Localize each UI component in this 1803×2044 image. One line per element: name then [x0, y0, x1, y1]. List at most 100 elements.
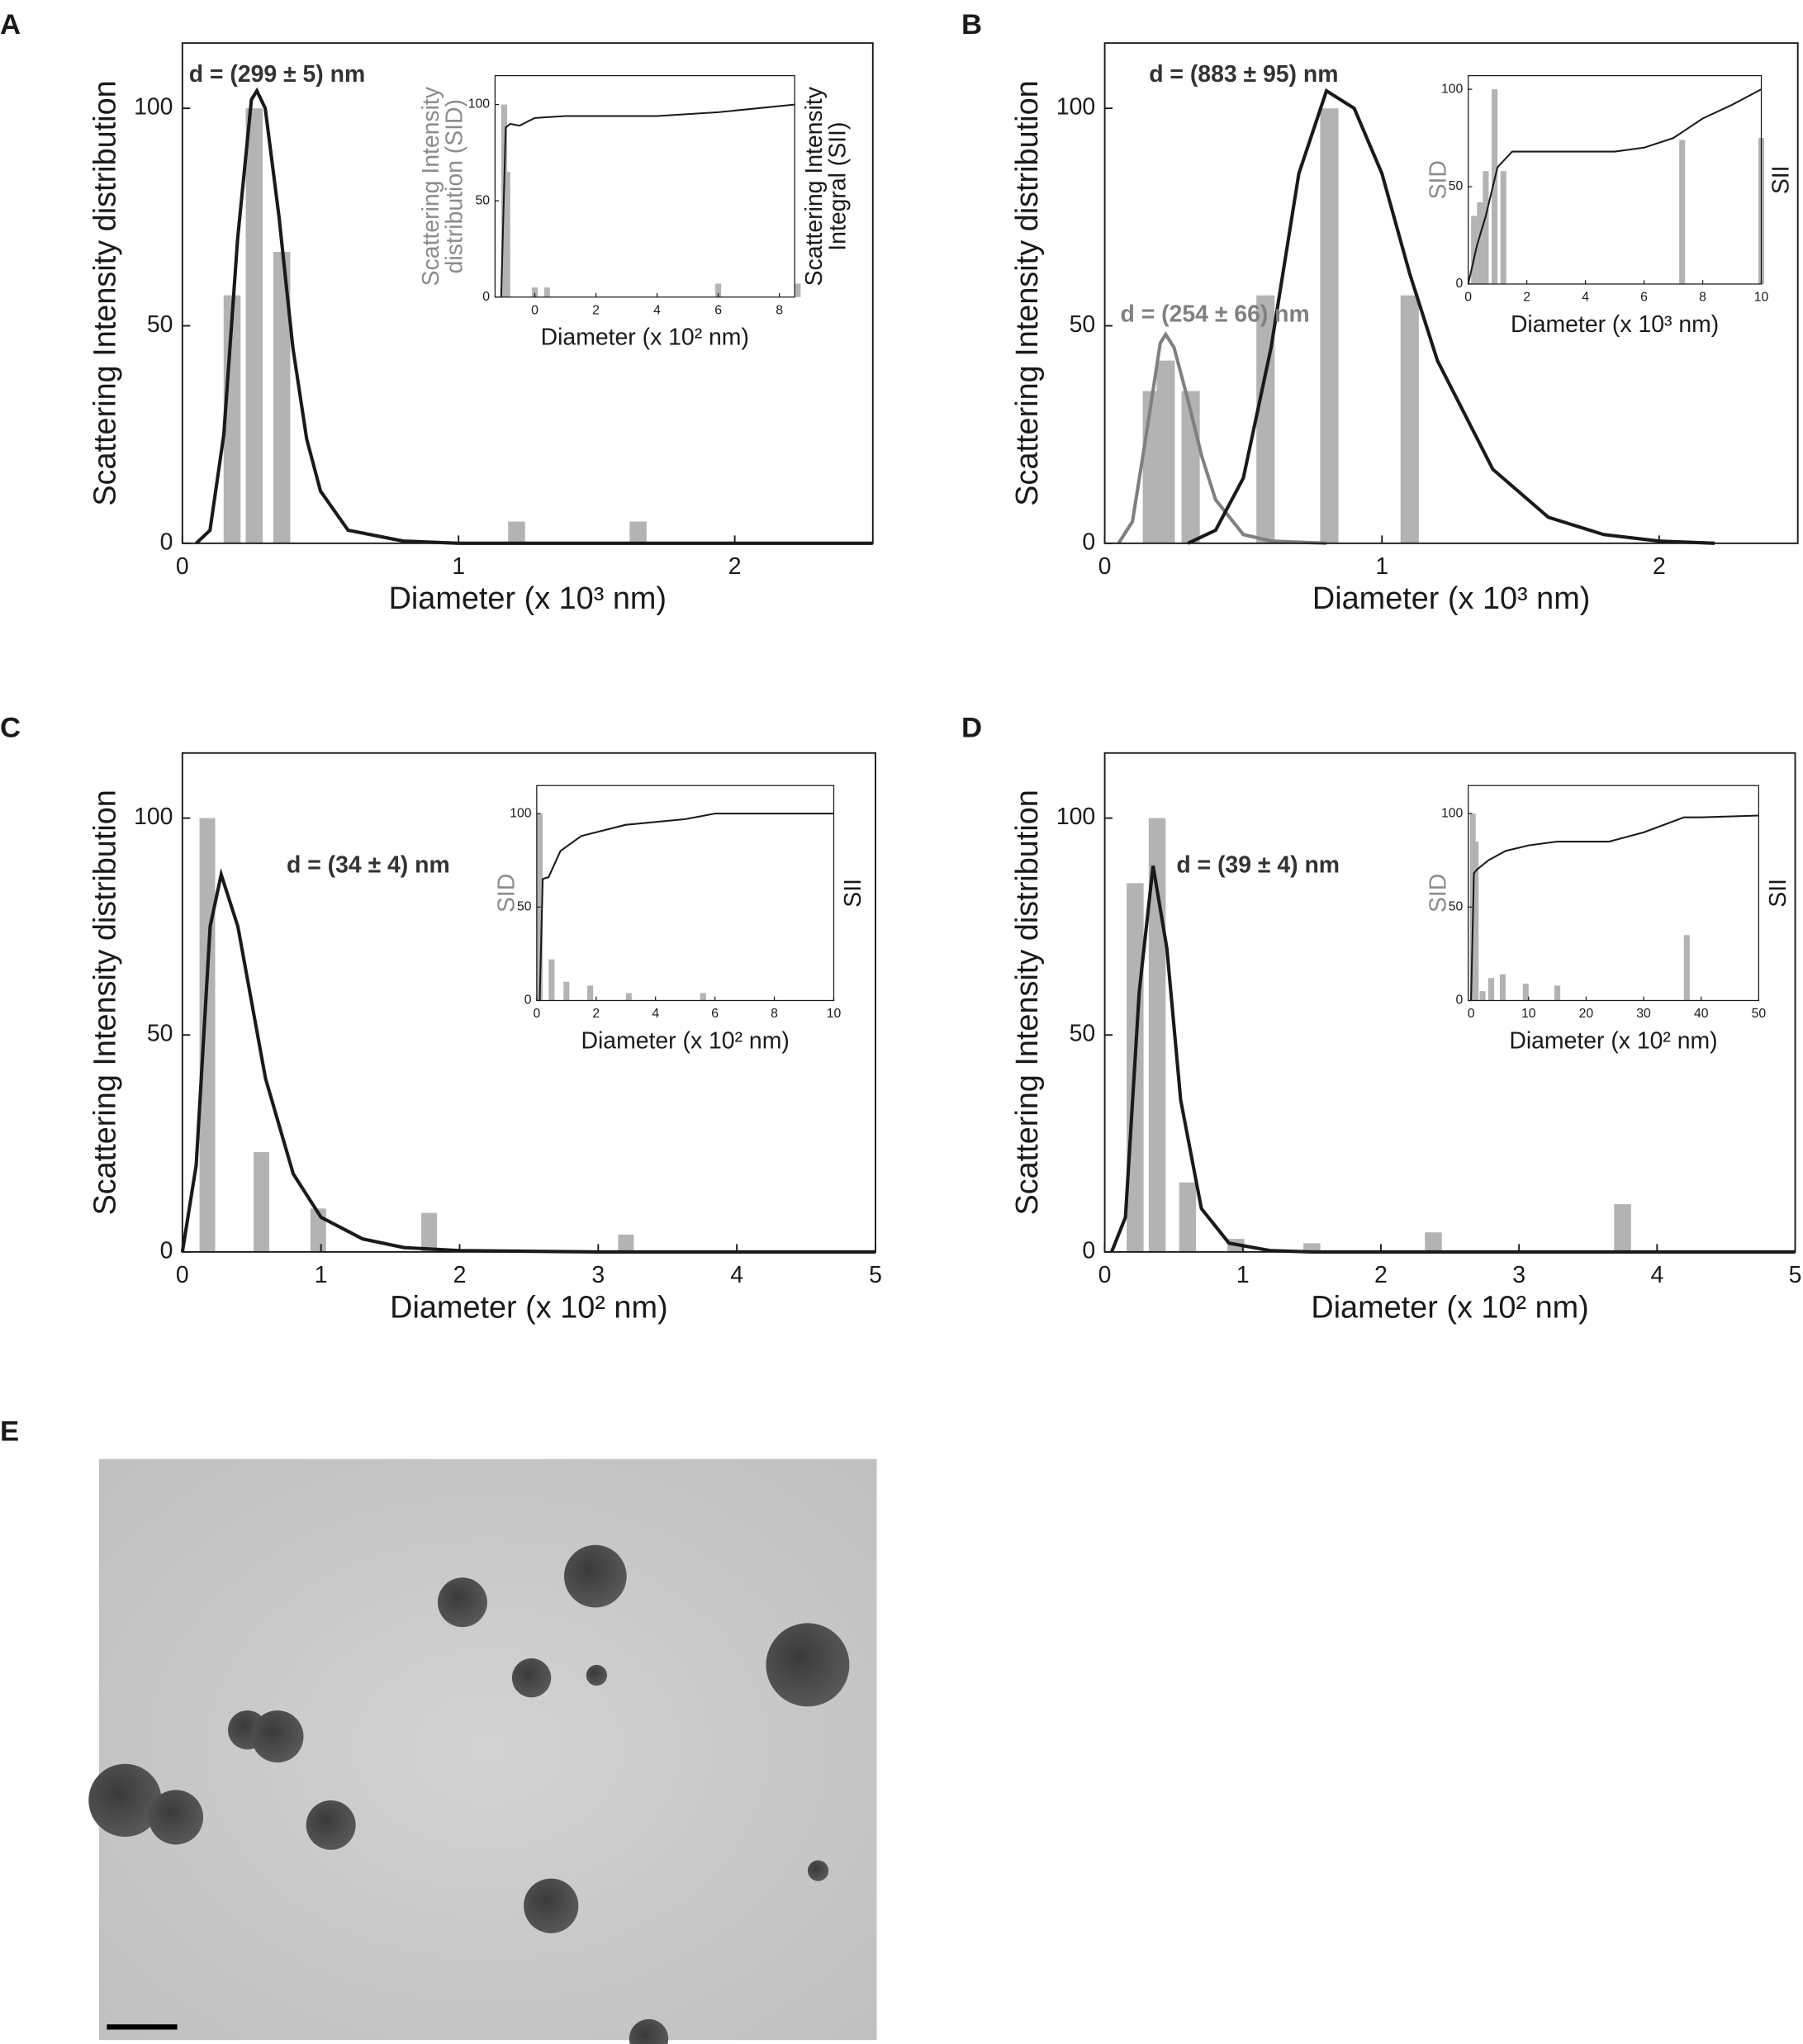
bar — [700, 993, 706, 1001]
bar — [715, 283, 722, 297]
y-axis-label: Scattering Intensity — [418, 86, 444, 286]
x-tick-label: 2 — [728, 553, 742, 580]
particles — [88, 1544, 850, 2044]
panel-letter: B — [961, 9, 982, 40]
bar — [1499, 974, 1506, 1001]
y-tick-label: 0 — [160, 529, 173, 555]
y-tick-label: 50 — [1070, 311, 1096, 338]
y-tick-label: 0 — [524, 994, 532, 1008]
bar — [1483, 171, 1489, 284]
bar — [1614, 1204, 1631, 1252]
annotation: d = (39 ± 4) nm — [1176, 852, 1340, 879]
y-tick-label: 0 — [1456, 994, 1464, 1008]
x-tick-label: 2 — [592, 303, 600, 317]
y2-axis-label: SII — [1765, 879, 1791, 908]
bar — [1492, 89, 1498, 284]
x-axis-label: Diameter (x 10³ nm) — [389, 581, 667, 616]
x-tick-label: 2 — [1653, 553, 1666, 580]
x-tick-label: 2 — [1374, 1262, 1388, 1288]
x-tick-label: 6 — [714, 303, 722, 317]
bar — [1320, 108, 1339, 543]
panel-letter: A — [0, 9, 21, 40]
x-tick-label: 0 — [176, 553, 189, 580]
x-tick-label: 0 — [531, 303, 539, 317]
x-tick-label: 1 — [1375, 553, 1388, 580]
bar — [1425, 1232, 1442, 1252]
x-axis-label: Diameter (x 10² nm) — [541, 325, 749, 351]
x-tick-label: 4 — [1650, 1262, 1663, 1288]
bar — [1679, 140, 1686, 284]
bar — [531, 287, 539, 297]
x-tick-label: 0 — [1464, 291, 1472, 305]
inset: 0 10 20 30 40 50 0 50 100 Diameter (x 10² nm) SID S… — [1425, 785, 1791, 1054]
inset-background — [495, 75, 795, 297]
bar — [795, 283, 801, 297]
annotation: d = (254 ± 66) nm — [1120, 301, 1309, 327]
bar — [1500, 171, 1506, 284]
x-tick-label: 8 — [1699, 291, 1706, 305]
y2-axis-label: Integral (SII) — [824, 122, 851, 251]
x-tick-label: 20 — [1579, 1007, 1594, 1021]
y-tick-label: 50 — [476, 193, 491, 207]
x-tick-label: 4 — [1582, 291, 1589, 305]
y-tick-label: 50 — [1449, 179, 1464, 193]
x-tick-label: 10 — [827, 1007, 842, 1021]
plot-frame — [494, 74, 795, 298]
bar — [1522, 984, 1529, 1001]
y-tick-label: 100 — [510, 806, 532, 820]
x-axis-label: Diameter (x 10² nm) — [1311, 1290, 1588, 1325]
x-tick-label: 8 — [776, 303, 783, 317]
panel: A 0 1 2 0 50 100 Diameter (x 10³ nm) Scattering … — [0, 9, 874, 616]
bar — [548, 959, 555, 1001]
bar — [1487, 978, 1495, 1001]
bar — [543, 287, 550, 297]
y-tick-label: 100 — [1441, 82, 1464, 96]
bar — [273, 251, 291, 543]
inset-background — [536, 785, 834, 1001]
bar — [1473, 842, 1479, 1001]
y2-axis-label: SII — [1767, 165, 1794, 194]
fit-curve — [1187, 88, 1715, 545]
x-tick-label: 4 — [653, 303, 661, 317]
x-tick-label: 3 — [591, 1262, 605, 1288]
y-axis-label: distribution (SID) — [442, 99, 468, 273]
annotation: d = (299 ± 5) nm — [189, 61, 365, 88]
x-tick-label: 6 — [711, 1007, 719, 1021]
y-tick-label: 50 — [147, 1021, 173, 1047]
bar — [625, 993, 632, 1001]
y-tick-label: 0 — [1456, 277, 1464, 291]
plot-frame — [1467, 785, 1760, 1002]
bar — [1156, 360, 1175, 543]
x-tick-label: 8 — [771, 1007, 778, 1021]
y-tick-label: 0 — [160, 1237, 173, 1264]
y-tick-label: 0 — [1082, 1237, 1095, 1264]
y2-axis-label: Scattering Intensity — [801, 86, 828, 286]
y-tick-label: 50 — [517, 899, 532, 913]
x-tick-label: 4 — [730, 1262, 743, 1288]
plot-frame — [1103, 42, 1799, 544]
y-axis-label: Scattering Intensity distribution — [88, 790, 122, 1215]
x-tick-label: 0 — [176, 1262, 189, 1288]
x-tick-label: 0 — [1098, 553, 1112, 580]
y-axis-label: SID — [1425, 874, 1451, 913]
panel-letter: E — [0, 1416, 19, 1447]
y-axis-label: Scattering Intensity distribution — [1010, 790, 1045, 1215]
x-tick-label: 50 — [1752, 1007, 1767, 1021]
bar — [1471, 216, 1478, 284]
bar — [245, 108, 263, 543]
x-axis-label: Diameter (x 10³ nm) — [1511, 311, 1719, 338]
fit-curve — [1117, 331, 1327, 545]
x-tick-label: 0 — [1098, 1262, 1112, 1288]
micrograph — [98, 1458, 877, 2041]
bar — [508, 521, 525, 543]
bar — [1479, 991, 1486, 1001]
x-axis-label: Diameter (x 10² nm) — [1509, 1027, 1717, 1054]
bar — [1179, 1182, 1197, 1252]
x-axis-label: Diameter (x 10² nm) — [390, 1290, 667, 1325]
inset: 0 2 4 6 8 0 50 100 Diameter (x 10² nm) Scattering… — [418, 74, 851, 351]
y2-axis-label: SII — [840, 879, 866, 908]
